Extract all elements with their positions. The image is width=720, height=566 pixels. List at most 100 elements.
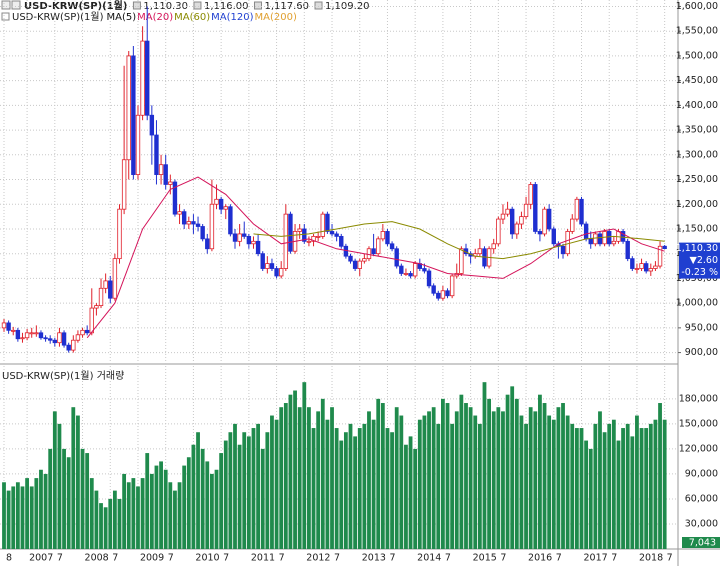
x-tick-label: 7 bbox=[279, 553, 285, 564]
candle-body bbox=[528, 184, 533, 205]
volume-bar bbox=[330, 407, 334, 549]
candle-body bbox=[61, 332, 67, 346]
candle-body bbox=[209, 203, 215, 250]
candle-body bbox=[533, 184, 538, 232]
candle-body bbox=[509, 208, 515, 235]
volume-bar bbox=[598, 411, 602, 549]
volume-bar bbox=[140, 478, 145, 549]
candle-body bbox=[459, 248, 464, 274]
x-tick-label: 2012 bbox=[306, 553, 330, 564]
candle-body bbox=[200, 226, 205, 240]
icon[interactable] bbox=[11, 0, 21, 10]
candle-body bbox=[48, 338, 53, 341]
volume-bar bbox=[270, 415, 274, 549]
volume-bar bbox=[279, 407, 284, 549]
volume-bar bbox=[607, 423, 612, 549]
candle-body bbox=[24, 332, 30, 339]
candle-body bbox=[15, 329, 21, 340]
price-tag-text: ▼2.60 bbox=[690, 255, 718, 266]
volume-bar bbox=[219, 453, 224, 549]
volume-bar bbox=[491, 411, 496, 549]
volume-bar bbox=[43, 473, 48, 549]
y-tick-label: 1,550,00 bbox=[676, 26, 718, 37]
icon[interactable] bbox=[1, 0, 11, 10]
volume-bar bbox=[431, 407, 436, 549]
volume-bar bbox=[168, 482, 173, 549]
volume-bar bbox=[524, 423, 528, 549]
volume-bar bbox=[519, 415, 524, 549]
candle-body bbox=[94, 305, 99, 309]
volume-bar bbox=[15, 482, 20, 549]
candle-body bbox=[228, 206, 233, 235]
candle-body bbox=[84, 329, 90, 334]
quote-icon bbox=[132, 1, 141, 10]
candle-body bbox=[339, 235, 344, 247]
volume-bar bbox=[574, 428, 579, 549]
volume-bar bbox=[454, 411, 459, 549]
candle-body bbox=[218, 198, 224, 210]
candle-body bbox=[551, 228, 556, 245]
volume-bar bbox=[177, 482, 182, 549]
candle-body bbox=[422, 268, 427, 272]
volume-bar bbox=[385, 428, 390, 549]
volume-bar bbox=[256, 423, 260, 549]
candle-body bbox=[611, 240, 617, 245]
volume-bar bbox=[94, 490, 99, 549]
candle-body bbox=[191, 221, 196, 225]
candle-body bbox=[274, 268, 279, 277]
candle-body bbox=[570, 218, 575, 232]
candle-body bbox=[306, 240, 312, 243]
candle-body bbox=[376, 238, 381, 255]
volume-bar bbox=[644, 428, 649, 549]
x-tick-label: 2007 bbox=[29, 553, 53, 564]
legend-title: USD-KRW(SP)(1월) bbox=[12, 11, 104, 23]
volume-bar bbox=[320, 398, 325, 549]
volume-bar bbox=[223, 440, 228, 549]
quote-value: 1,109.20 bbox=[325, 1, 370, 12]
legend-entry: MA(200) bbox=[255, 12, 297, 23]
volume-bar bbox=[584, 440, 589, 549]
x-tick-label: 2010 bbox=[195, 553, 219, 564]
candle-body bbox=[597, 233, 603, 245]
x-tick-label: 7 bbox=[334, 553, 340, 564]
candle-body bbox=[643, 263, 649, 272]
volume-bar bbox=[66, 457, 71, 549]
volume-bar bbox=[496, 407, 501, 549]
candle-body bbox=[237, 233, 242, 242]
candle-body bbox=[311, 235, 316, 242]
y-tick-label: 1,200,00 bbox=[676, 199, 718, 210]
candle-body bbox=[66, 344, 71, 351]
legend-icon bbox=[1, 12, 10, 21]
candle-body bbox=[440, 290, 446, 299]
price-tag-text: 1,110.30 bbox=[676, 243, 718, 254]
legend-entry: MA(60) bbox=[174, 12, 210, 23]
candle-body bbox=[477, 248, 483, 255]
candle-body bbox=[653, 265, 658, 269]
candle-body bbox=[408, 273, 413, 277]
x-tick-label: 7 bbox=[611, 553, 617, 564]
volume-bar bbox=[191, 444, 196, 549]
candle-body bbox=[445, 290, 450, 297]
volume-bar bbox=[501, 411, 505, 549]
volume-bar bbox=[302, 382, 307, 549]
candle-body bbox=[362, 258, 367, 262]
volume-bar bbox=[334, 428, 339, 549]
volume-bar bbox=[639, 428, 644, 549]
volume-bar bbox=[473, 415, 478, 549]
candle-body bbox=[163, 164, 168, 185]
x-tick-label: 2013 bbox=[362, 553, 386, 564]
volume-bar bbox=[528, 407, 533, 549]
x-tick-label: 7 bbox=[168, 553, 174, 564]
volume-bar bbox=[196, 432, 200, 549]
price-tag bbox=[679, 242, 720, 279]
volume-bar bbox=[200, 448, 205, 549]
volume-bar bbox=[39, 469, 43, 549]
candle-body bbox=[43, 337, 48, 340]
volume-bar bbox=[514, 398, 519, 549]
volume-bar bbox=[367, 411, 371, 549]
candle-body bbox=[394, 248, 399, 267]
candle-body bbox=[52, 339, 58, 344]
x-tick-label: 7 bbox=[112, 553, 118, 564]
candle-body bbox=[380, 231, 386, 240]
